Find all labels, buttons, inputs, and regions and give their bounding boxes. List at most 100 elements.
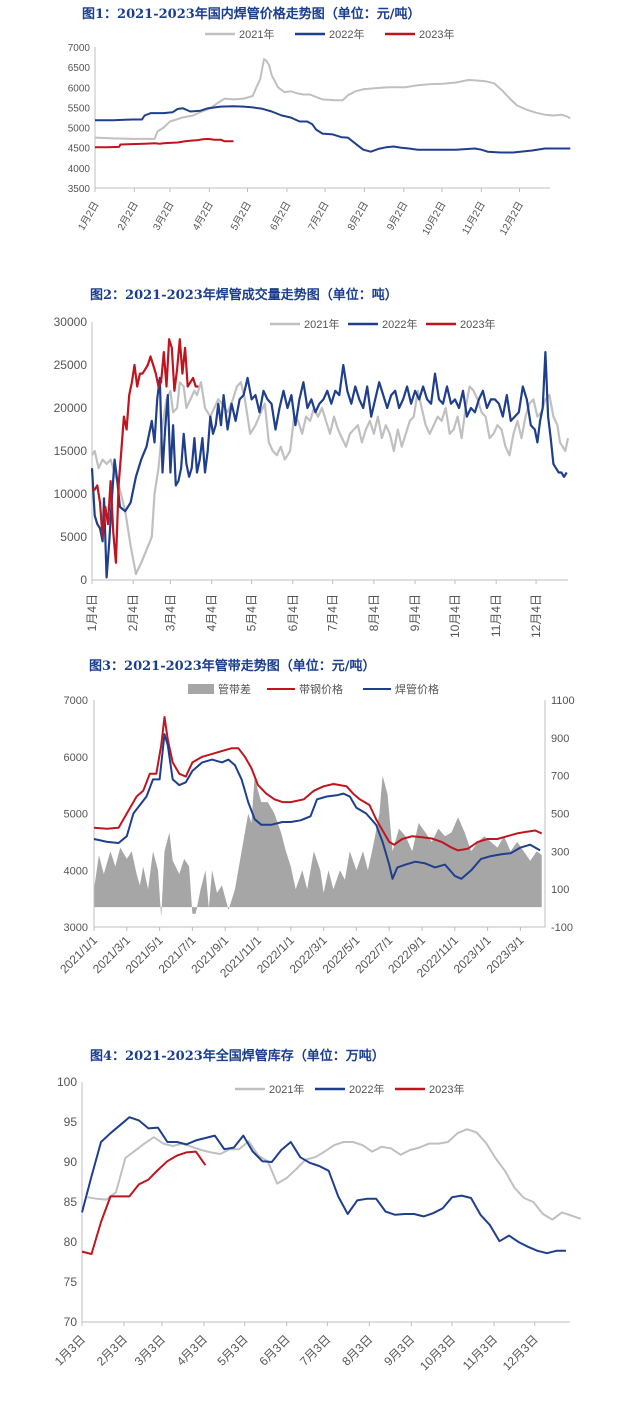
x-tick-label: 9月3日: [381, 1332, 417, 1368]
y2-tick-label: 900: [551, 733, 569, 745]
y-tick-label: 95: [64, 1115, 78, 1129]
legend-label: 2021年: [239, 27, 274, 41]
series-line-2022年: [81, 1116, 566, 1255]
y-tick-label: 90: [64, 1155, 78, 1169]
x-tick-label: 5月2日: [228, 200, 254, 233]
y-tick-label: 3000: [64, 922, 88, 934]
x-tick-label: 6月3日: [256, 1332, 292, 1368]
x-tick-label: 10月4日: [448, 594, 462, 638]
x-tick-label: 10月3日: [417, 1332, 458, 1373]
y-tick-label: 30000: [54, 315, 88, 329]
y-tick-label: 20000: [54, 401, 88, 415]
y-tick-label: 100: [57, 1075, 77, 1089]
y-tick-label: 6000: [68, 83, 91, 94]
y-tick-label: 6500: [68, 63, 91, 74]
y-tick-label: 25000: [54, 358, 88, 372]
x-tick-label: 6月2日: [268, 200, 294, 233]
series-line-2021年: [91, 381, 570, 576]
x-tick-label: 1月4日: [85, 594, 99, 631]
x-tick-label: 3月4日: [163, 594, 177, 631]
series-line-2022年: [90, 351, 568, 579]
series-line-2022年: [95, 105, 571, 154]
x-tick-label: 11月4日: [489, 594, 503, 637]
x-tick-label: 10月2日: [420, 200, 449, 238]
x-tick-label: 8月4日: [367, 594, 381, 631]
y-tick-label: 3500: [68, 184, 91, 195]
legend-label: 2023年: [460, 317, 495, 331]
y2-tick-label: 500: [551, 809, 569, 821]
legend-label: 2022年: [382, 317, 417, 331]
x-tick-label: 2月4日: [126, 594, 140, 631]
y-tick-label: 15000: [54, 444, 88, 458]
x-tick-label: 12月4日: [529, 594, 543, 638]
legend-label: 焊管价格: [395, 682, 439, 696]
legend-label: 2023年: [429, 1082, 464, 1096]
x-tick-label: 4月3日: [174, 1332, 210, 1368]
x-tick-label: 7月4日: [326, 594, 340, 631]
series-line-2023年: [95, 137, 234, 149]
y-tick-label: 6000: [64, 752, 88, 764]
y2-tick-label: 1100: [551, 695, 575, 707]
y-tick-label: 85: [64, 1195, 78, 1209]
chart-title: 图3：2021-2023年管带走势图（单位：元/吨）: [89, 658, 376, 674]
series-line-2023年: [92, 338, 199, 564]
legend-label: 2021年: [269, 1082, 304, 1096]
chart-title: 图2：2021-2023年焊管成交量走势图（单位：吨）: [90, 287, 398, 303]
x-tick-label: 9月2日: [384, 200, 410, 233]
y-tick-label: 5000: [68, 124, 91, 135]
x-tick-label: 7月2日: [306, 200, 332, 233]
x-tick-label: 12月2日: [497, 200, 526, 238]
chart-title: 图4：2021-2023年全国焊管库存（单位：万吨）: [90, 1048, 385, 1064]
x-tick-label: 11月3日: [460, 1332, 500, 1372]
x-tick-label: 2月3日: [94, 1332, 130, 1368]
series-line-焊管价格: [93, 733, 541, 880]
legend-label: 2022年: [329, 27, 364, 41]
chart-1-welded-pipe-price: 图1：2021-2023年国内焊管价格走势图（单位：元/吨） 3500 4000 45…: [68, 6, 571, 238]
y-tick-label: 5000: [60, 530, 87, 544]
y-tick-label: 4000: [64, 865, 88, 877]
series-line-2021年: [87, 1128, 582, 1221]
legend-label: 2021年: [304, 317, 339, 331]
x-tick-label: 3月3日: [132, 1332, 168, 1368]
x-tick-label: 5月3日: [214, 1332, 250, 1368]
y-tick-label: 0: [80, 573, 87, 587]
y2-tick-label: 300: [551, 846, 569, 858]
x-tick-label: 1月3日: [52, 1332, 88, 1368]
y-tick-label: 80: [64, 1235, 78, 1249]
x-tick-label: 7月3日: [297, 1332, 333, 1368]
y2-tick-label: -100: [551, 922, 573, 934]
y-tick-label: 7000: [64, 695, 88, 707]
y2-tick-label: 700: [551, 771, 569, 783]
x-tick-label: 11月2日: [460, 200, 488, 237]
legend-label: 2022年: [349, 1082, 384, 1096]
chart-title: 图1：2021-2023年国内焊管价格走势图（单位：元/吨）: [82, 6, 421, 22]
x-tick-label: 8月2日: [345, 200, 371, 233]
x-tick-label: 4月4日: [205, 594, 219, 631]
series-line-2021年: [94, 58, 571, 140]
x-tick-label: 1月2日: [76, 200, 102, 233]
legend-label: 带钢价格: [299, 682, 343, 696]
y-tick-label: 5000: [64, 809, 88, 821]
x-tick-label: 8月3日: [339, 1332, 375, 1368]
x-tick-label: 9月4日: [408, 594, 422, 631]
y-tick-label: 4000: [68, 164, 91, 175]
x-tick-label: 6月4日: [286, 594, 300, 631]
x-tick-label: 2月2日: [115, 200, 141, 233]
x-tick-label: 12月3日: [500, 1332, 541, 1373]
legend-label: 管带差: [218, 682, 251, 696]
series-line-带钢价格: [93, 716, 543, 852]
chart-2-welded-pipe-volume: 图2：2021-2023年焊管成交量走势图（单位：吨） 0 5000 10000 150…: [54, 287, 570, 638]
y-tick-label: 5500: [68, 103, 91, 114]
y2-tick-label: 100: [551, 884, 569, 896]
legend-label: 2023年: [419, 27, 454, 41]
y-tick-label: 70: [64, 1315, 78, 1329]
y-tick-label: 10000: [54, 487, 88, 501]
x-tick-label: 4月2日: [190, 200, 216, 233]
x-tick-label: 5月4日: [245, 594, 259, 631]
y-tick-label: 4500: [68, 144, 91, 155]
spread-area: [94, 775, 542, 918]
series-line-2023年: [81, 1150, 207, 1255]
chart-3-pipe-strip-trend: 图3：2021-2023年管带走势图（单位：元/吨） 3000 4000 5000 60…: [57, 658, 575, 980]
y-tick-label: 75: [64, 1275, 78, 1289]
